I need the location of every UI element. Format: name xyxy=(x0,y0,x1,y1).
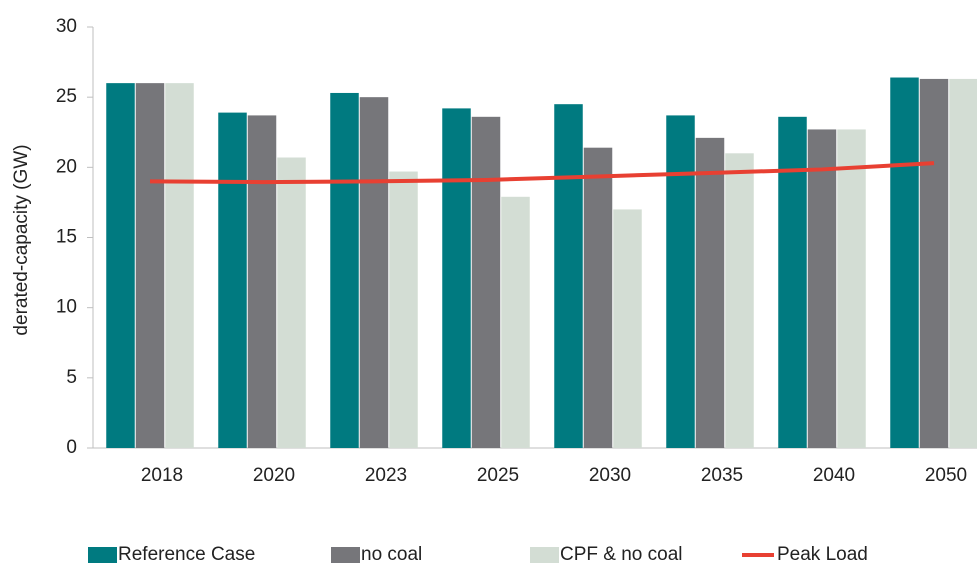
y-tick-label: 20 xyxy=(56,156,77,177)
y-tick-label: 10 xyxy=(56,297,77,318)
y-tick-label: 30 xyxy=(56,16,77,37)
x-tick-label: 2030 xyxy=(589,465,631,486)
legend-swatch xyxy=(530,547,559,563)
y-tick-label: 25 xyxy=(56,86,77,107)
bar xyxy=(106,83,135,448)
bar xyxy=(949,78,977,448)
y-tick-label: 15 xyxy=(56,227,77,248)
x-tick-label: 2020 xyxy=(253,465,295,486)
legend-label: CPF & no coal xyxy=(560,544,683,565)
x-tick-label: 2018 xyxy=(141,465,183,486)
x-tick-label: 2040 xyxy=(813,465,855,486)
y-tick-label: 0 xyxy=(66,437,77,458)
bar xyxy=(666,115,695,448)
bar xyxy=(135,83,165,448)
x-tick-label: 2050 xyxy=(925,465,967,486)
bar xyxy=(725,153,754,449)
bar xyxy=(389,171,418,448)
bar xyxy=(919,78,949,448)
legend-swatch xyxy=(88,547,117,563)
bar xyxy=(501,196,530,448)
bar xyxy=(695,137,725,448)
bar xyxy=(277,157,306,448)
bar xyxy=(613,209,642,448)
line xyxy=(149,161,935,185)
y-tick-label: 5 xyxy=(66,367,77,388)
bar xyxy=(890,77,919,449)
legend-swatch xyxy=(331,547,360,563)
bar xyxy=(247,115,277,448)
bar xyxy=(554,104,583,448)
x-tick-label: 2023 xyxy=(365,465,407,486)
legend-label: Reference Case xyxy=(118,544,255,565)
legend-label: no coal xyxy=(361,544,422,565)
bar xyxy=(165,83,194,448)
bar xyxy=(471,116,501,449)
bar xyxy=(359,97,389,449)
bar xyxy=(330,92,359,448)
bar xyxy=(583,147,613,449)
bar xyxy=(837,129,866,448)
y-axis-label: derated-capacity (GW) xyxy=(11,144,32,335)
bar xyxy=(442,108,471,448)
bar xyxy=(778,116,807,449)
bar xyxy=(807,129,837,448)
x-tick-label: 2025 xyxy=(477,465,519,486)
legend-label: Peak Load xyxy=(777,544,868,565)
bar xyxy=(218,112,247,448)
x-tick-label: 2035 xyxy=(701,465,743,486)
